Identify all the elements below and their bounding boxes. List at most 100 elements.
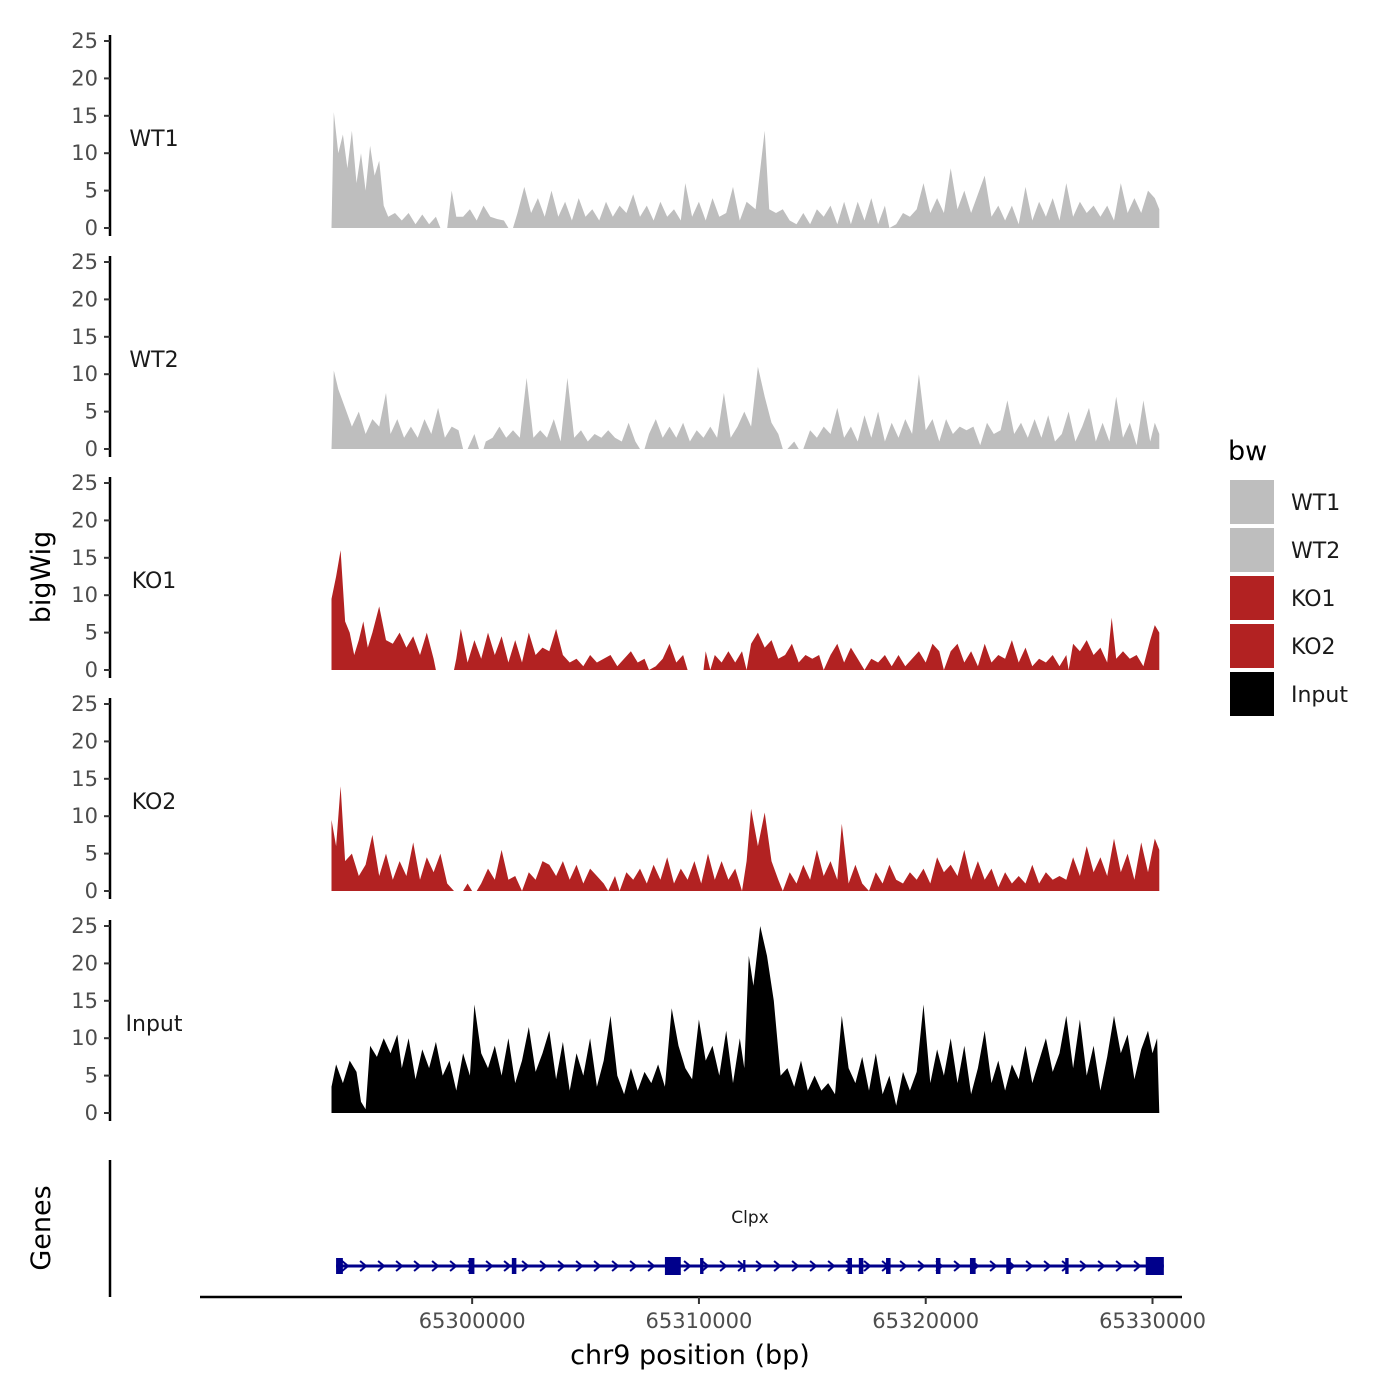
legend-swatch bbox=[1230, 672, 1274, 716]
x-tick-label: 65300000 bbox=[419, 1309, 526, 1333]
track-wt2: 0 5 10 15 20 25 WT2 bbox=[71, 250, 1160, 461]
signal-tracks: 0510152025WT10510152025WT20510152025KO10… bbox=[71, 29, 1160, 1125]
strand-arrow bbox=[647, 1260, 656, 1272]
x-tick-label: 65320000 bbox=[872, 1309, 979, 1333]
strand-arrow bbox=[485, 1260, 494, 1272]
signal-area-ko2 bbox=[331, 786, 1160, 891]
legend-label: Input bbox=[1291, 683, 1348, 708]
legend-swatch bbox=[1230, 528, 1274, 572]
gene-exon bbox=[1065, 1258, 1069, 1274]
track-ko1: 0 5 10 15 20 25 KO1 bbox=[71, 471, 1160, 682]
x-axis: 65300000 65310000 65320000 65330000 bbox=[200, 1295, 1206, 1333]
gene-exon bbox=[1006, 1258, 1011, 1274]
y-tick-label: 0 bbox=[85, 658, 98, 682]
y-tick-label: 10 bbox=[71, 1026, 98, 1050]
y-tick-label: 25 bbox=[71, 692, 98, 716]
track-wt1: 0 5 10 15 20 25 WT1 bbox=[71, 29, 1160, 240]
strand-arrow bbox=[1043, 1260, 1052, 1272]
track-input: 0 5 10 15 20 25 Input bbox=[71, 914, 1160, 1125]
y-tick-label: 5 bbox=[85, 842, 98, 866]
strand-arrow bbox=[557, 1260, 566, 1272]
gene-exon bbox=[743, 1260, 746, 1272]
strand-arrow bbox=[377, 1260, 386, 1272]
y-tick-label: 15 bbox=[71, 325, 98, 349]
gene-name-label: Clpx bbox=[731, 1208, 768, 1228]
legend-item-ko2: KO2 bbox=[1230, 624, 1336, 668]
track-label: KO2 bbox=[132, 790, 177, 815]
strand-arrow bbox=[593, 1260, 602, 1272]
strand-arrow bbox=[989, 1260, 998, 1272]
strand-arrow bbox=[899, 1260, 908, 1272]
gene-exon bbox=[664, 1257, 681, 1275]
gene-exon bbox=[511, 1258, 517, 1274]
legend-label: WT2 bbox=[1291, 539, 1340, 564]
signal-area-wt1 bbox=[331, 112, 1160, 228]
legend: bw WT1 WT2 KO1 KO2 Input bbox=[1228, 436, 1348, 716]
gene-exon bbox=[858, 1258, 864, 1274]
y-tick-label: 0 bbox=[85, 437, 98, 461]
strand-arrow bbox=[953, 1260, 962, 1272]
strand-arrow bbox=[683, 1260, 692, 1272]
legend-label: KO1 bbox=[1291, 587, 1336, 612]
y-tick-label: 20 bbox=[71, 729, 98, 753]
strand-arrow bbox=[413, 1260, 422, 1272]
genes-axis-title: Genes bbox=[26, 1185, 57, 1270]
legend-swatch bbox=[1230, 624, 1274, 668]
gene-exon bbox=[886, 1258, 891, 1274]
strand-arrow bbox=[1115, 1260, 1124, 1272]
strand-arrow bbox=[1133, 1260, 1142, 1272]
legend-item-wt2: WT2 bbox=[1230, 528, 1340, 572]
strand-arrow bbox=[629, 1260, 638, 1272]
y-tick-label: 20 bbox=[71, 951, 98, 975]
y-tick-label: 0 bbox=[85, 1101, 98, 1125]
gene-exon bbox=[969, 1258, 976, 1274]
strand-arrow bbox=[503, 1260, 512, 1272]
y-tick-label: 5 bbox=[85, 621, 98, 645]
signal-area-ko1 bbox=[331, 550, 1160, 670]
y-tick-label: 10 bbox=[71, 141, 98, 165]
y-tick-label: 5 bbox=[85, 1064, 98, 1088]
strand-arrow bbox=[863, 1260, 872, 1272]
legend-item-wt1: WT1 bbox=[1230, 480, 1340, 524]
signal-area-wt2 bbox=[331, 366, 1160, 449]
strand-arrow bbox=[917, 1260, 926, 1272]
legend-label: WT1 bbox=[1291, 491, 1340, 516]
gene-exon bbox=[935, 1258, 941, 1274]
y-tick-label: 25 bbox=[71, 250, 98, 274]
y-tick-label: 15 bbox=[71, 767, 98, 791]
y-axis-title: bigWig bbox=[26, 531, 57, 624]
y-tick-label: 5 bbox=[85, 400, 98, 424]
y-tick-label: 15 bbox=[71, 546, 98, 570]
y-tick-label: 0 bbox=[85, 879, 98, 903]
strand-arrow bbox=[395, 1260, 404, 1272]
y-tick-label: 0 bbox=[85, 216, 98, 240]
y-tick-label: 5 bbox=[85, 179, 98, 203]
strand-arrow bbox=[773, 1260, 782, 1272]
signal-area-input bbox=[331, 926, 1160, 1113]
legend-title: bw bbox=[1228, 436, 1267, 467]
y-tick-label: 15 bbox=[71, 989, 98, 1013]
track-ko2: 0 5 10 15 20 25 KO2 bbox=[71, 692, 1160, 903]
legend-swatch bbox=[1230, 576, 1274, 620]
y-tick-label: 25 bbox=[71, 471, 98, 495]
track-label: WT1 bbox=[129, 127, 178, 152]
gene-exon bbox=[336, 1258, 343, 1274]
strand-arrow bbox=[1025, 1260, 1034, 1272]
y-tick-label: 10 bbox=[71, 362, 98, 386]
x-axis-title: chr9 position (bp) bbox=[570, 1340, 810, 1371]
strand-arrow bbox=[575, 1260, 584, 1272]
x-tick-label: 65330000 bbox=[1099, 1309, 1206, 1333]
strand-arrow bbox=[809, 1260, 818, 1272]
x-tick-label: 65310000 bbox=[645, 1309, 752, 1333]
gene-exon bbox=[847, 1258, 853, 1274]
track-label: Input bbox=[126, 1012, 183, 1037]
y-tick-label: 20 bbox=[71, 508, 98, 532]
legend-label: KO2 bbox=[1291, 635, 1336, 660]
gene-exon bbox=[468, 1258, 475, 1274]
strand-arrow bbox=[539, 1260, 548, 1272]
track-label: WT2 bbox=[129, 348, 178, 373]
y-tick-label: 15 bbox=[71, 104, 98, 128]
strand-arrow bbox=[1079, 1260, 1088, 1272]
y-tick-label: 20 bbox=[71, 66, 98, 90]
strand-arrow bbox=[701, 1260, 710, 1272]
